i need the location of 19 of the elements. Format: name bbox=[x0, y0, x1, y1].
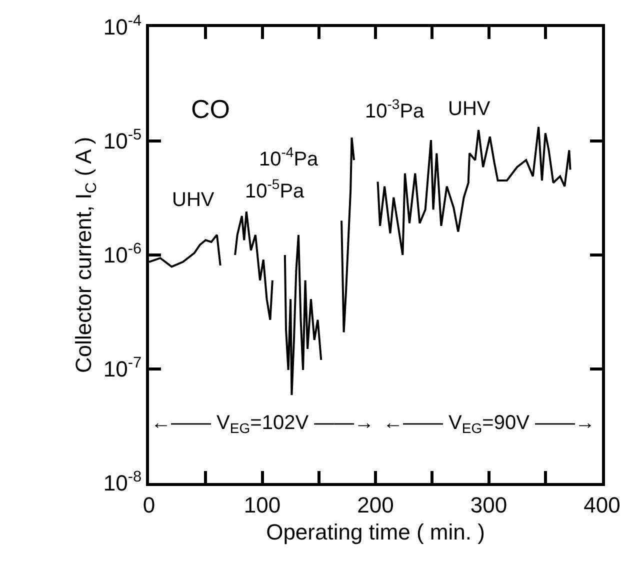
x-tick-label: 400 bbox=[584, 492, 620, 518]
annotation: CO bbox=[191, 94, 230, 124]
annotation: UHV bbox=[448, 98, 491, 120]
y-tick-label: 10$^{-8}$ bbox=[103, 468, 142, 496]
annotation: 10$^{-3}$Pa bbox=[365, 96, 426, 122]
y-tick-label: 10$^{-4}$ bbox=[103, 12, 142, 40]
y-tick-label: 10$^{-5}$ bbox=[103, 126, 142, 154]
annotation: ←—— V$_{EG}$=102V ——→ bbox=[151, 412, 374, 436]
y-tick-label: 10$^{-6}$ bbox=[103, 240, 142, 268]
x-tick-label: 0 bbox=[142, 492, 156, 518]
x-tick-label: 100 bbox=[244, 492, 281, 518]
x-tick-label: 300 bbox=[470, 492, 508, 518]
x-tick-label: 200 bbox=[357, 492, 394, 518]
annotation: 10$^{-4}$Pa bbox=[259, 144, 320, 170]
x-axis-title: Operating time ( min. ) bbox=[266, 519, 485, 544]
annotation: 10$^{-5}$Pa bbox=[245, 176, 306, 202]
y-tick-label: 10$^{-7}$ bbox=[103, 354, 142, 382]
annotation: ←—— V$_{EG}$=90V ——→ bbox=[383, 412, 595, 436]
annotation: UHV bbox=[172, 189, 215, 211]
